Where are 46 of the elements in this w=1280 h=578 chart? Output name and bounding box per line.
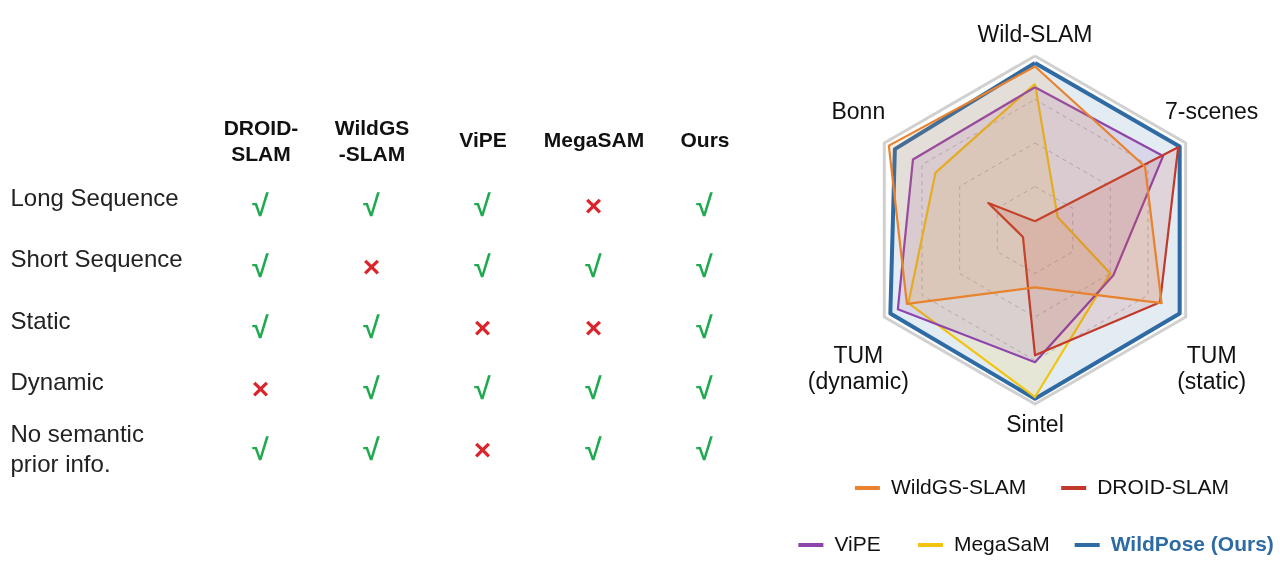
legend-label: WildPose (Ours): [1110, 532, 1274, 555]
text: √: [252, 433, 269, 467]
text: ×: [473, 433, 492, 467]
y-tick-label: No semantic prior info.: [10, 419, 144, 477]
x-tick-label: DROID- SLAM: [223, 115, 299, 165]
y-tick-label: Long Sequence: [10, 184, 179, 212]
text: √: [585, 249, 602, 283]
x-tick-label: Ours: [680, 127, 730, 151]
text: √: [252, 249, 269, 283]
text: ×: [473, 311, 492, 344]
text: √: [474, 188, 491, 222]
spoke-label: 7-scenes: [1165, 98, 1259, 124]
text: √: [363, 188, 380, 222]
text: √: [696, 311, 713, 344]
text: √: [474, 372, 491, 406]
legend-label: MegaSaM: [953, 532, 1050, 555]
spoke-label: Bonn: [831, 98, 886, 124]
legend-label: DROID-SLAM: [1097, 475, 1230, 498]
spoke-label: TUM (dynamic): [807, 342, 909, 394]
legend-label: ViPE: [834, 532, 881, 555]
text: ×: [251, 372, 270, 406]
spoke-label: TUM (static): [1177, 342, 1247, 394]
text: ×: [584, 188, 603, 222]
text: √: [696, 433, 713, 467]
text: √: [363, 311, 380, 344]
x-tick-label: ViPE: [459, 127, 507, 151]
spoke-label: Wild-SLAM: [977, 21, 1093, 47]
text: √: [585, 372, 602, 406]
text: ×: [362, 249, 381, 283]
text: √: [696, 372, 713, 406]
text: ×: [584, 311, 603, 344]
text: √: [363, 433, 380, 467]
y-tick-label: Short Sequence: [10, 245, 183, 273]
text: √: [252, 311, 269, 344]
spoke-label: Sintel: [1006, 411, 1064, 437]
y-tick-label: Static: [10, 306, 71, 334]
text: √: [696, 188, 713, 222]
text: √: [363, 372, 380, 406]
text: √: [252, 188, 269, 222]
y-tick-label: Dynamic: [10, 367, 104, 395]
text: √: [585, 433, 602, 467]
text: √: [474, 249, 491, 283]
legend-label: WildGS-SLAM: [890, 475, 1027, 498]
text: √: [696, 249, 713, 283]
x-tick-label: MegaSAM: [543, 127, 645, 151]
x-tick-label: WildGS -SLAM: [334, 115, 410, 165]
